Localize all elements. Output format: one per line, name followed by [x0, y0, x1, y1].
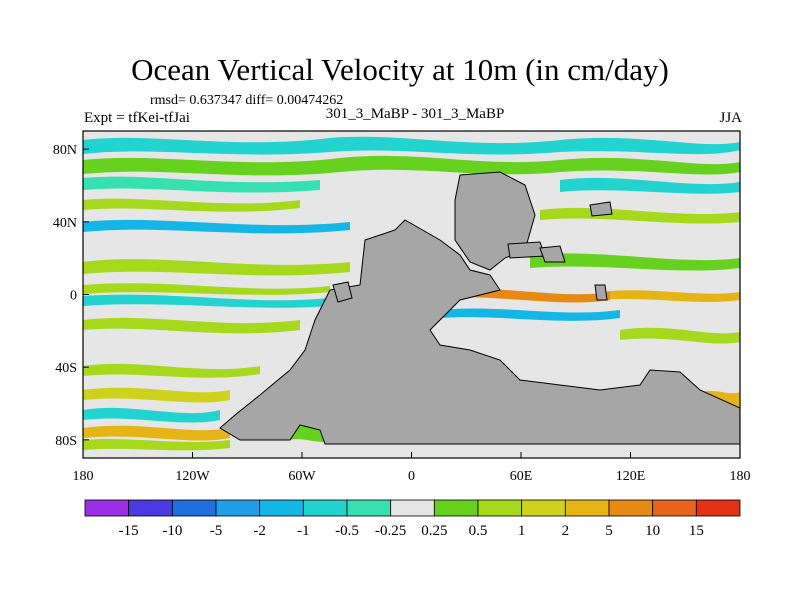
colorbar-swatch	[433, 499, 479, 517]
colorbar-swatch	[84, 499, 130, 517]
axis-ticks: 180 120W 60W 0 60E 120E 180 80N 40N 0 40S 80S	[53, 143, 751, 484]
x-tick-label: 60E	[510, 469, 533, 484]
experiment-label: Expt = tfKei-tfJai	[84, 110, 190, 126]
x-tick-label: 180	[73, 469, 94, 484]
colorbar-swatch	[390, 499, 435, 517]
colorbar-label: 2	[562, 523, 570, 539]
colorbar-label: -2	[253, 523, 266, 539]
colorbar-label: -0.25	[375, 523, 406, 539]
colorbar-label: 10	[645, 523, 660, 539]
colorbar-label: 0.5	[469, 523, 488, 539]
y-tick-label: 80S	[55, 434, 77, 449]
land-island-east	[507, 241, 546, 259]
colorbar: -15 -10 -5 -2 -1 -0.5 -0.25 0.25 0.5 1 2 5 10 15	[84, 499, 741, 539]
x-tick-label: 120W	[175, 469, 210, 484]
colorbar-label: -5	[210, 523, 223, 539]
colorbar-label: -10	[162, 523, 182, 539]
y-tick-label: 0	[70, 289, 77, 304]
land-island-west	[332, 281, 353, 303]
x-tick-label: 180	[730, 469, 751, 484]
colorbar-label: -15	[119, 523, 139, 539]
colorbar-label: 1	[518, 523, 526, 539]
colorbar-swatch	[128, 499, 173, 517]
colorbar-label: 5	[605, 523, 613, 539]
x-tick-label: 60W	[288, 469, 316, 484]
colorbar-swatch	[302, 499, 348, 517]
y-tick-label: 40N	[53, 216, 77, 231]
colorbar-swatch	[608, 499, 654, 517]
run-subtitle: 301_3_MaBP - 301_3_MaBP	[325, 106, 505, 122]
colorbar-swatch	[477, 499, 523, 517]
land-main-block	[219, 219, 740, 445]
colorbar-swatch	[521, 499, 566, 517]
colorbar-swatch	[259, 499, 304, 517]
colorbar-swatch	[695, 499, 741, 517]
x-tick-label: 120E	[616, 469, 646, 484]
season-label: JJA	[719, 110, 742, 126]
y-tick-label: 40S	[55, 361, 77, 376]
colorbar-swatch	[652, 499, 697, 517]
land-island-east-2	[539, 245, 566, 263]
colorbar-label: 0.25	[421, 523, 447, 539]
colorbar-label: -1	[297, 523, 310, 539]
colorbar-swatch	[171, 499, 217, 517]
colorbar-label: 15	[689, 523, 704, 539]
colorbar-swatch	[346, 499, 392, 517]
colorbar-swatch	[215, 499, 261, 517]
stats-text: rmsd= 0.637347 diff= 0.00474262	[150, 93, 344, 108]
x-tick-label: 0	[408, 469, 415, 484]
land-masses	[219, 171, 740, 445]
land-island-north-east	[589, 201, 613, 217]
land-island-equator	[594, 284, 608, 301]
colorbar-swatch	[564, 499, 610, 517]
colorbar-label: -0.5	[335, 523, 359, 539]
y-tick-label: 80N	[53, 143, 77, 158]
map-title: Ocean Vertical Velocity at 10m (in cm/da…	[131, 52, 669, 87]
